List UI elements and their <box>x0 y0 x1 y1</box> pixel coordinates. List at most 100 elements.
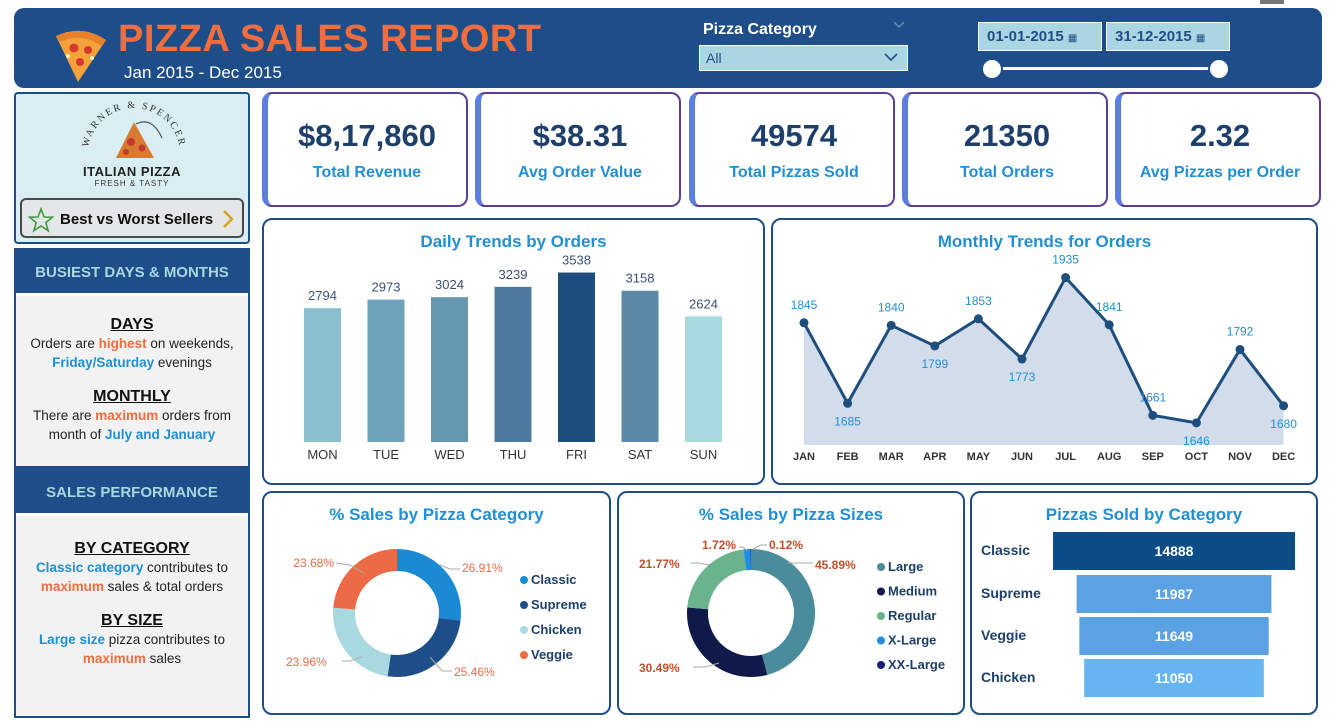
end-date-input[interactable]: 31-12-2015 ▦ <box>1106 22 1230 51</box>
date-slider-end-handle[interactable] <box>1208 58 1230 80</box>
tick-label: SAT <box>628 447 652 462</box>
tick-label: JAN <box>793 451 815 463</box>
bar-wed <box>431 297 468 442</box>
data-point <box>1279 401 1289 411</box>
data-label: 11050 <box>1155 670 1193 686</box>
data-label: 25.46% <box>454 665 495 679</box>
legend-marker <box>877 636 885 645</box>
tick-label: TUE <box>373 447 399 462</box>
legend-marker <box>877 563 885 571</box>
series-line <box>802 274 1285 425</box>
busiest-days-months-heading: BUSIEST DAYS & MONTHS <box>16 250 248 296</box>
kpi-label: Total Pizzas Sold <box>729 164 859 181</box>
kpi-total-pizzas-sold: 49574 Total Pizzas Sold <box>689 92 895 207</box>
tick-label: DEC <box>1272 451 1295 463</box>
sales-by-category-panel: 26.91% 25.46% 23.96% 23.68% Classic Supreme Ch… <box>262 491 611 715</box>
days-subheading: DAYS <box>110 316 154 333</box>
bar-mon <box>304 308 341 442</box>
date-slider-start-handle[interactable] <box>981 58 1003 80</box>
kpi-label: Total Revenue <box>312 164 422 181</box>
best-vs-worst-sellers-button[interactable]: Best vs Worst Sellers <box>20 198 244 238</box>
data-label: 1841 <box>1096 300 1123 314</box>
date-range-slider-track[interactable] <box>990 67 1220 70</box>
kpi-total-revenue: $8,17,860 Total Revenue <box>262 92 468 207</box>
legend-marker <box>877 612 885 620</box>
tick-label: APR <box>923 451 946 463</box>
data-label: 23.68% <box>293 556 334 570</box>
area-fill <box>804 277 1284 445</box>
pizza-category-dropdown[interactable]: All <box>699 45 908 71</box>
leader-line <box>439 564 460 570</box>
slice-large <box>751 549 815 675</box>
data-label: 14888 <box>1155 543 1194 559</box>
data-point <box>1235 344 1245 354</box>
bar-tue <box>367 299 405 442</box>
monthly-trends-title: Monthly Trends for Orders <box>937 232 1152 251</box>
data-label: 21.77% <box>639 557 680 571</box>
data-label: 1646 <box>1183 434 1210 448</box>
legend-label: XX-Large <box>888 657 945 672</box>
by-size-insight-text: Large size pizza contributes to maximum … <box>38 632 226 666</box>
monthly-subheading: MONTHLY <box>93 388 171 405</box>
data-label: 3024 <box>435 277 464 292</box>
tick-label: THU <box>500 447 527 462</box>
start-date-input[interactable]: 01-01-2015 ▦ <box>978 22 1102 51</box>
tick-label: NOV <box>1228 451 1253 463</box>
data-label: 30.49% <box>639 661 680 675</box>
sales-performance-heading: SALES PERFORMANCE <box>16 470 248 516</box>
calendar-icon[interactable]: ▦ <box>1067 33 1078 44</box>
kpi-avg-pizzas-per-order: 2.32 Avg Pizzas per Order <box>1115 92 1321 207</box>
chevron-right-icon <box>223 210 234 228</box>
data-point <box>886 320 896 330</box>
data-label: 3538 <box>562 253 591 268</box>
data-label: 1853 <box>965 294 992 308</box>
pizza-slice-icon <box>56 30 106 82</box>
slice-veggie <box>333 549 397 610</box>
pizzas-sold-by-category-panel: 14888 Classic 11987 Supreme 11649 Veggie 11050… <box>970 491 1318 715</box>
chevron-down-icon[interactable] <box>893 20 905 30</box>
tick-label: Chicken <box>981 669 1035 685</box>
tick-label: Veggie <box>981 627 1026 643</box>
data-point <box>930 341 940 351</box>
legend-marker <box>877 661 885 669</box>
kpi-value: 2.32 <box>1189 118 1251 153</box>
slice-medium <box>687 607 768 677</box>
daily-trends-title: Daily Trends by Orders <box>420 232 607 251</box>
data-point <box>799 318 809 328</box>
data-label: 2973 <box>372 280 401 295</box>
bar-classic <box>1053 532 1295 570</box>
data-label: 23.96% <box>286 655 327 669</box>
pizzas-sold-by-category-chart: 14888 Classic 11987 Supreme 11649 Veggie 11050… <box>981 532 1295 697</box>
legend-marker <box>877 587 885 596</box>
data-label: 2794 <box>308 288 337 303</box>
legend-label: Classic <box>531 572 577 587</box>
data-label: 0.12% <box>769 538 803 552</box>
end-date-value: 31-12-2015 <box>1115 28 1192 45</box>
tick-label: Classic <box>981 542 1030 558</box>
legend-marker <box>520 576 528 584</box>
legend-label: Regular <box>888 608 936 623</box>
date-range-subtitle: Jan 2015 - Dec 2015 <box>124 63 282 82</box>
by-category-subheading: BY CATEGORY <box>74 540 190 557</box>
leader-line <box>691 562 710 566</box>
leader-line <box>752 544 767 550</box>
data-label: 1773 <box>1009 370 1036 384</box>
calendar-icon[interactable]: ▦ <box>1195 33 1206 44</box>
data-label: 1799 <box>921 357 948 371</box>
by-category-insight-text: Classic category contributes to maximum … <box>35 560 229 594</box>
tick-label: FRI <box>566 447 587 462</box>
kpi-label: Avg Order Value <box>518 164 642 181</box>
report-header: PIZZA SALES REPORT Jan 2015 - Dec 2015 <box>14 8 1322 88</box>
tick-label: SEP <box>1142 451 1164 463</box>
legend-label: Supreme <box>531 597 587 612</box>
sales-by-size-title: % Sales by Pizza Sizes <box>698 505 884 524</box>
data-point <box>1017 354 1027 364</box>
sales-by-size-chart: 45.89% 30.49% 21.77% 1.72% 0.12% Large Medium R… <box>639 538 945 677</box>
data-label: 11649 <box>1155 628 1193 644</box>
tick-label: MON <box>307 447 337 462</box>
tick-label: MAY <box>967 451 991 463</box>
data-label: 26.91% <box>462 561 503 575</box>
tick-label: JUN <box>1011 451 1033 463</box>
tick-label: SUN <box>690 447 717 462</box>
bar-fri <box>558 272 595 442</box>
